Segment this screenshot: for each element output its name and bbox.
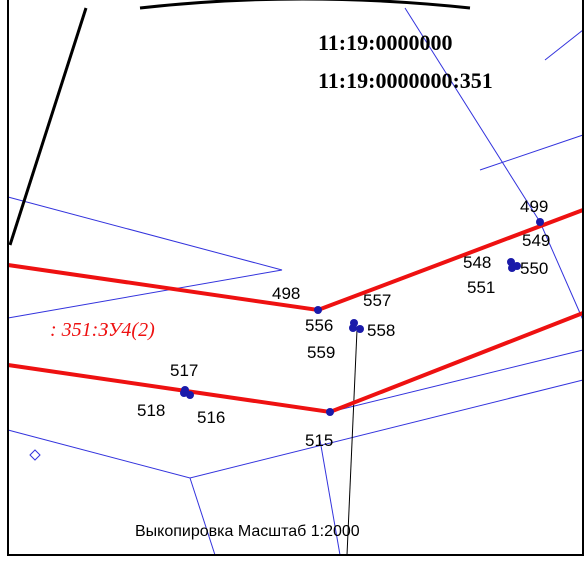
point-label: 559 [307, 343, 335, 362]
boundary [8, 7, 88, 246]
point-label: 548 [463, 253, 491, 272]
parcel-number: 11:19:0000000:351 [318, 68, 493, 93]
frame [7, 0, 584, 556]
point-label: 518 [137, 401, 165, 420]
point-label: 517 [170, 361, 198, 380]
boundary [139, 0, 471, 10]
point-label: 515 [305, 431, 333, 450]
parcel-boundaries [7, 7, 584, 556]
boundary [346, 329, 358, 556]
point-label: 499 [520, 197, 548, 216]
point-label: 550 [520, 259, 548, 278]
quarter-number: 11:19:0000000 [318, 30, 452, 55]
point-label: 551 [467, 278, 495, 297]
point-label: 557 [363, 291, 391, 310]
point-label: 498 [272, 284, 300, 303]
point-label: 558 [367, 321, 395, 340]
point-label: 549 [522, 231, 550, 250]
point-label: 516 [197, 408, 225, 427]
survey-points [180, 218, 544, 416]
caption: Выкопировка Масштаб 1:2000 [135, 523, 360, 540]
marker [29, 449, 41, 461]
parcel-label: : 351:ЗУ4(2) [50, 319, 155, 341]
point-label: 556 [305, 316, 333, 335]
